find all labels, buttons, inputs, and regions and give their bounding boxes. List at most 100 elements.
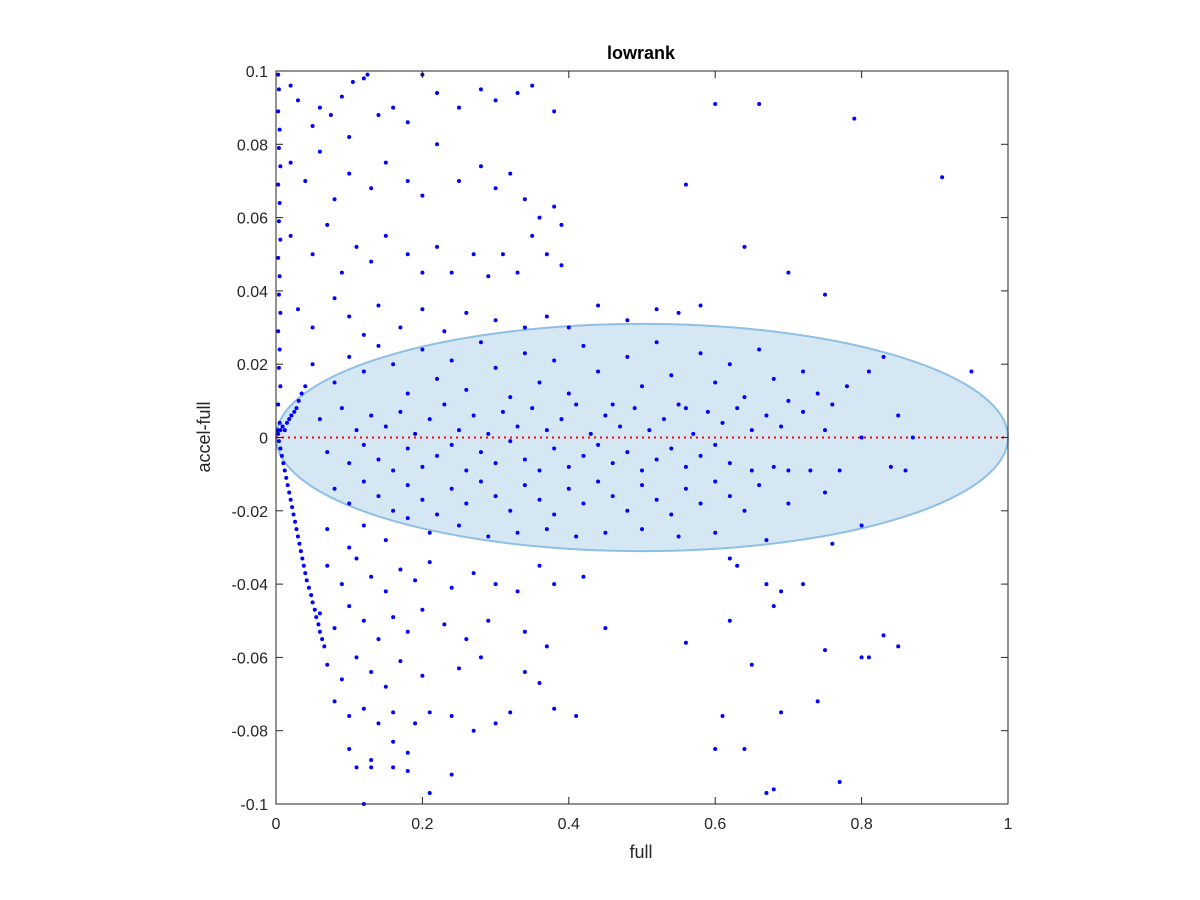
data-point	[405, 446, 410, 451]
data-point	[292, 409, 297, 414]
data-point	[749, 662, 754, 667]
data-point	[295, 307, 300, 312]
data-point	[596, 303, 601, 308]
data-point	[508, 439, 513, 444]
data-point	[276, 87, 281, 92]
data-point	[413, 431, 418, 436]
data-point	[304, 578, 309, 583]
data-point	[376, 637, 381, 642]
data-point	[383, 233, 388, 238]
data-point	[325, 527, 330, 532]
data-point	[515, 424, 520, 429]
data-point	[683, 640, 688, 645]
data-point	[398, 409, 403, 414]
data-point	[544, 428, 549, 433]
data-point	[277, 127, 282, 132]
data-point	[698, 453, 703, 458]
data-point	[771, 787, 776, 792]
x-tick-label: 0.4	[558, 816, 580, 833]
data-point	[888, 464, 893, 469]
data-point	[276, 329, 281, 334]
data-point	[522, 325, 527, 330]
data-point	[354, 244, 359, 249]
data-point	[808, 468, 813, 473]
data-point	[339, 582, 344, 587]
data-point	[640, 527, 644, 532]
data-point	[464, 637, 469, 642]
data-point	[289, 413, 294, 418]
data-point	[405, 516, 410, 521]
y-axis-label: accel-full	[194, 401, 214, 472]
data-point	[727, 618, 732, 623]
data-point	[332, 197, 337, 202]
data-point	[420, 607, 425, 612]
y-tick-label: 0.02	[237, 357, 268, 374]
data-point	[369, 758, 374, 763]
data-point	[278, 428, 283, 433]
data-point	[508, 171, 513, 176]
data-point	[276, 109, 281, 114]
data-point	[801, 582, 806, 587]
data-point	[322, 644, 327, 649]
data-point	[654, 307, 659, 312]
data-point	[500, 409, 505, 414]
data-point	[464, 387, 469, 392]
data-point	[500, 252, 505, 257]
data-point	[435, 376, 440, 381]
data-point	[354, 556, 359, 561]
data-point	[413, 721, 418, 726]
data-point	[376, 721, 381, 726]
data-point	[361, 369, 366, 374]
data-point	[537, 380, 542, 385]
data-point	[779, 589, 784, 594]
data-point	[288, 160, 293, 165]
data-point	[347, 714, 352, 719]
data-point	[314, 615, 319, 620]
data-point	[316, 622, 321, 627]
data-point	[852, 116, 857, 121]
data-point	[940, 175, 945, 180]
data-point	[310, 600, 315, 605]
data-point	[603, 413, 608, 418]
data-point	[317, 149, 322, 154]
data-point	[530, 83, 535, 88]
data-point	[493, 318, 498, 323]
data-point	[376, 457, 381, 462]
data-point	[391, 508, 396, 513]
data-point	[317, 611, 322, 616]
data-point	[420, 270, 425, 275]
y-tick-label: 0.04	[237, 284, 268, 301]
data-point	[282, 428, 287, 433]
data-point	[347, 604, 352, 609]
data-point	[332, 380, 337, 385]
data-point	[713, 530, 718, 535]
data-point	[376, 494, 381, 499]
data-point	[757, 483, 762, 488]
data-point	[277, 347, 282, 352]
data-point	[361, 479, 366, 484]
data-point	[801, 409, 806, 414]
y-tick-label: 0.06	[237, 211, 268, 228]
x-axis-label: full	[629, 842, 652, 862]
data-point	[859, 523, 864, 528]
data-point	[478, 87, 483, 92]
data-point	[866, 655, 871, 660]
data-point	[300, 556, 305, 561]
data-point	[683, 406, 688, 411]
data-point	[910, 435, 915, 440]
data-point	[325, 563, 330, 568]
data-point	[420, 464, 425, 469]
data-point	[299, 391, 304, 396]
data-point	[347, 354, 352, 359]
data-point	[347, 501, 352, 506]
data-point	[317, 417, 322, 422]
data-point	[369, 670, 374, 675]
data-point	[278, 164, 283, 169]
data-point	[296, 398, 301, 403]
data-point	[298, 549, 303, 554]
data-point	[581, 501, 586, 506]
data-point	[405, 120, 410, 125]
data-point	[552, 204, 557, 209]
data-point	[471, 728, 476, 733]
data-point	[398, 567, 403, 572]
